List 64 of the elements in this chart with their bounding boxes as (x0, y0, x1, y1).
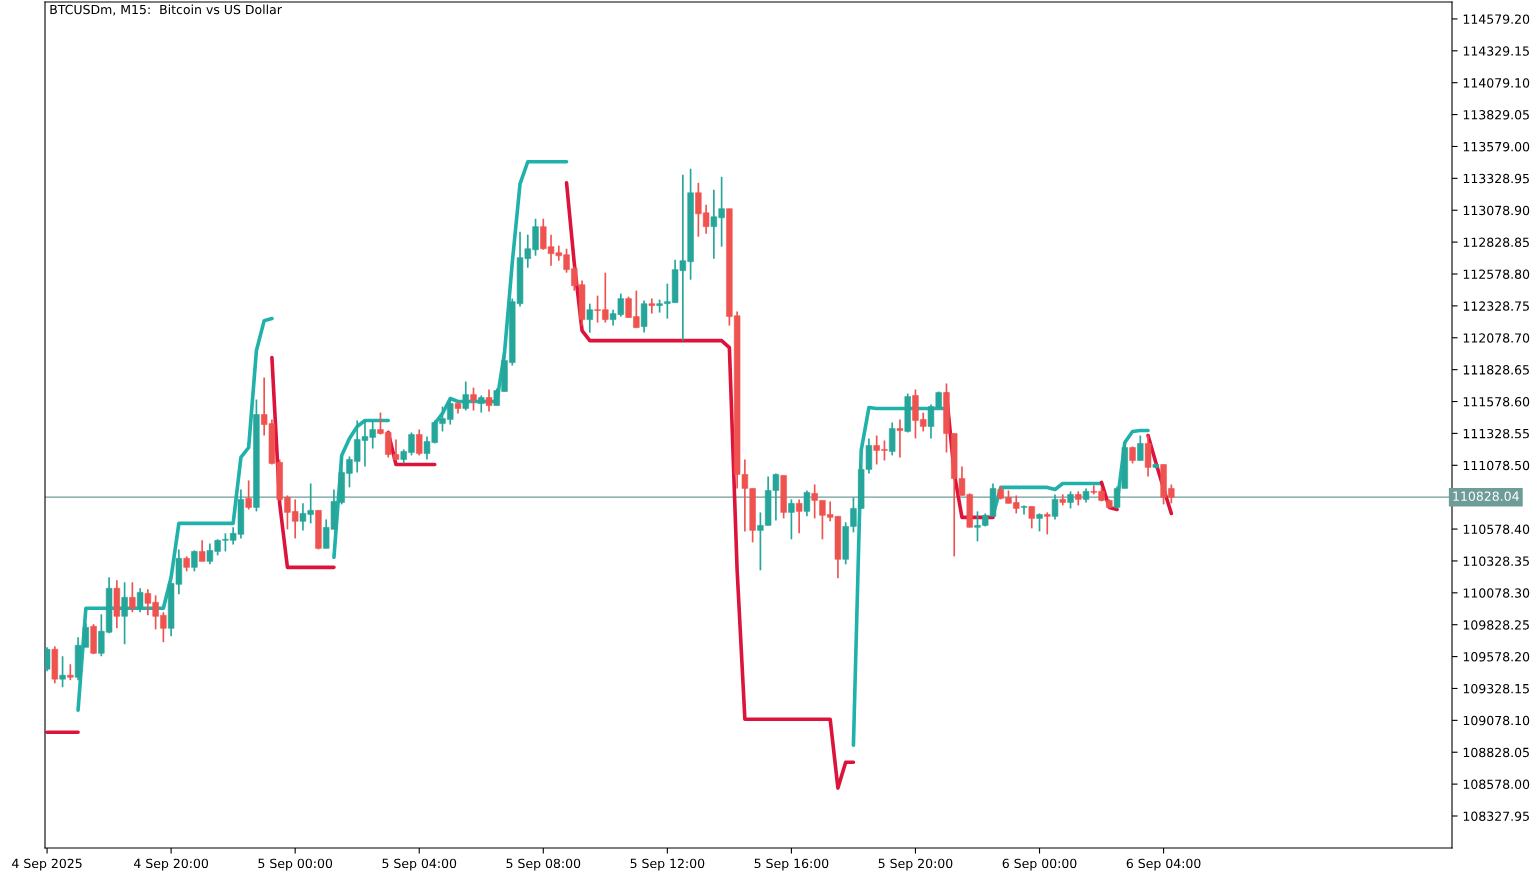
y-tick-label: 114579.20 (1463, 14, 1530, 24)
y-tick-label: 111828.65 (1463, 365, 1529, 375)
chart-title: BTCUSDm, M15: Bitcoin vs US Dollar (50, 4, 282, 16)
candlestick (1137, 434, 1144, 462)
x-tick-label: 6 Sep 04:00 (1126, 858, 1201, 871)
y-tick-label: 112078.70 (1463, 333, 1530, 343)
y-tick-label: 114079.10 (1463, 78, 1530, 88)
y-tick-label: 111078.50 (1463, 460, 1530, 471)
candlestick (45, 646, 51, 673)
y-tick-label: 114329.15 (1463, 46, 1529, 56)
x-tick-label: 4 Sep 20:00 (133, 858, 209, 871)
y-tick-label: 109578.20 (1463, 652, 1530, 662)
x-tick-label: 4 Sep 2025 (12, 858, 82, 871)
x-tick-label: 5 Sep 04:00 (382, 858, 457, 871)
candlestick (462, 380, 469, 412)
y-tick-label: 109078.10 (1463, 715, 1530, 726)
x-tick-label: 5 Sep 08:00 (506, 858, 581, 871)
y-tick-label: 109828.25 (1463, 620, 1529, 630)
candlestick (470, 386, 477, 412)
x-tick-label: 5 Sep 16:00 (754, 858, 829, 871)
candlestick (67, 663, 74, 682)
x-tick-label: 5 Sep 00:00 (258, 858, 333, 871)
candlestick (1051, 493, 1059, 521)
x-tick-label: 6 Sep 00:00 (1002, 858, 1077, 871)
y-tick-label: 111328.55 (1463, 428, 1529, 439)
candlestick (795, 498, 803, 535)
candlestick (640, 299, 648, 334)
x-tick-label: 5 Sep 12:00 (630, 858, 705, 871)
candlestick (896, 418, 904, 459)
y-tick-label: 110328.35 (1463, 556, 1529, 566)
candlestick (245, 479, 252, 511)
candlestick (1028, 505, 1035, 530)
candlestick (889, 421, 896, 457)
y-tick-label: 110578.40 (1463, 524, 1530, 534)
candlestick (121, 581, 128, 646)
candlestick (485, 388, 493, 413)
y-tick-label: 112828.85 (1463, 237, 1529, 248)
candlestick (803, 489, 811, 518)
y-tick-label: 110078.30 (1463, 588, 1530, 598)
y-tick-label: 108327.95 (1463, 811, 1529, 821)
y-tick-label: 111578.60 (1463, 397, 1530, 407)
y-tick-label: 108828.05 (1463, 747, 1529, 758)
candlestick (1144, 434, 1152, 478)
candlestick (586, 302, 593, 334)
x-tick-label: 5 Sep 20:00 (878, 858, 953, 871)
y-tick-label: 113829.05 (1463, 110, 1529, 120)
candlestick (129, 581, 136, 614)
candlestick (1044, 511, 1051, 536)
candlestick (59, 655, 66, 689)
y-tick-label: 108578.00 (1463, 779, 1530, 790)
candlestick (198, 539, 206, 563)
ref-line-label: 110828.04 (1453, 491, 1519, 501)
candlestick (136, 587, 144, 614)
candlestick (1020, 504, 1028, 516)
y-tick-label: 113328.95 (1463, 173, 1529, 184)
candlestick (648, 297, 656, 315)
y-tick-label: 112328.75 (1463, 301, 1529, 311)
candlestick (788, 498, 795, 541)
y-tick-label: 112578.80 (1463, 269, 1530, 279)
candlestick (416, 428, 423, 457)
y-tick-label: 113078.90 (1463, 205, 1530, 216)
y-tick-label: 109328.15 (1463, 683, 1529, 694)
candlestick (191, 549, 198, 573)
y-tick-label: 113579.00 (1463, 141, 1530, 152)
